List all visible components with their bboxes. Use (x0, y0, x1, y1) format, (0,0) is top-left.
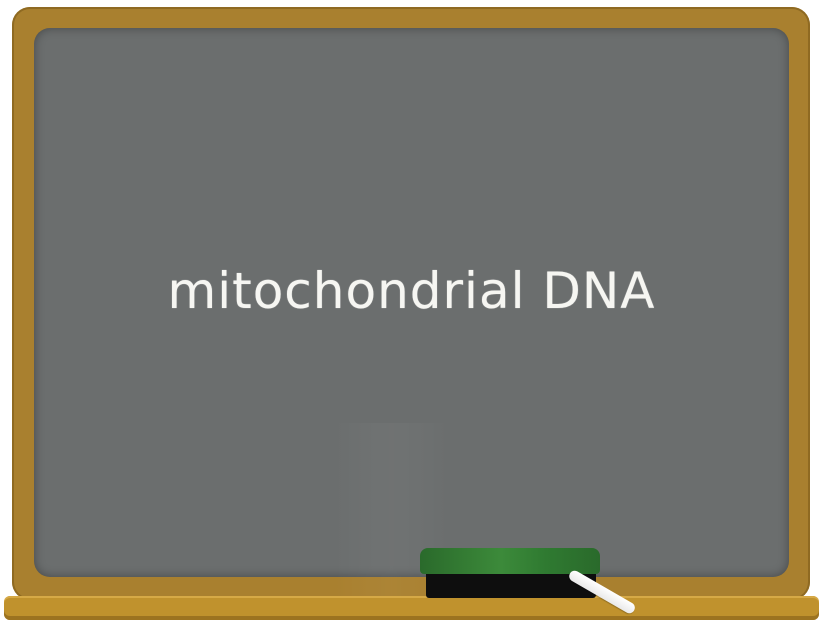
chalk-ledge (4, 596, 819, 620)
chalkboard-surface (34, 28, 789, 603)
eraser-icon (420, 548, 600, 598)
eraser-felt (420, 548, 600, 574)
chalkboard-text: mitochondrial DNA (167, 262, 656, 320)
